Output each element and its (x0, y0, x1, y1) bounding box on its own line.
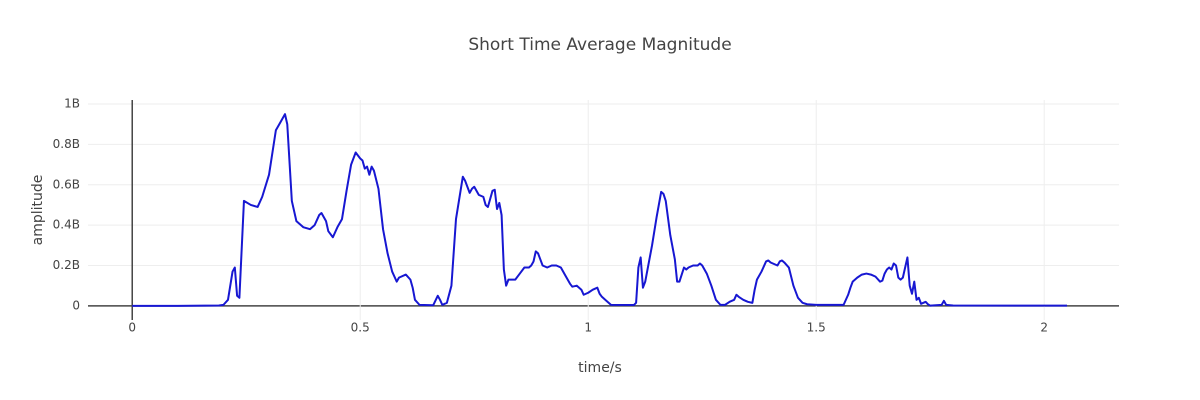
chart-title: Short Time Average Magnitude (468, 35, 731, 55)
y-tick-label: 0.6B (53, 177, 80, 191)
x-tick-label: 1.5 (807, 321, 826, 335)
x-tick-label: 0.5 (351, 321, 370, 335)
y-tick-label: 1B (64, 97, 80, 111)
x-axis-title: time/s (578, 360, 622, 376)
y-tick-label: 0.2B (53, 258, 80, 272)
y-tick-label: 0.8B (53, 137, 80, 151)
x-tick-label: 1 (584, 321, 592, 335)
x-tick-label: 0 (128, 321, 136, 335)
y-tick-label: 0.4B (53, 218, 80, 232)
y-tick-label: 0 (72, 298, 80, 312)
x-tick-label: 2 (1040, 321, 1048, 335)
data-line (132, 113, 1068, 307)
y-axis-title: amplitude (30, 175, 46, 246)
